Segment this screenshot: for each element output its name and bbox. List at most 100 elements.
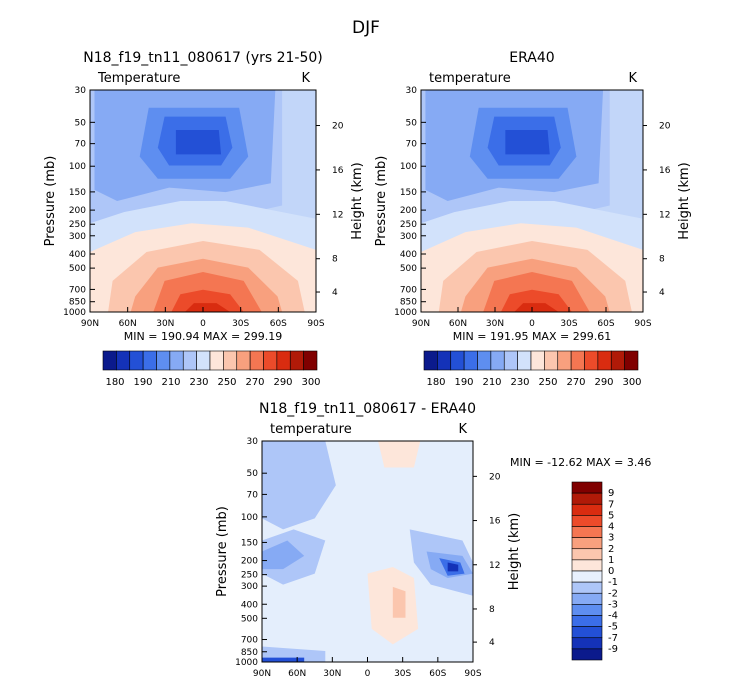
contour-band-10 — [392, 586, 406, 618]
contour-band-5 — [505, 129, 550, 155]
height-axis-label: Height (km) — [677, 162, 692, 239]
colorbar-swatch — [437, 350, 452, 371]
x-tick-label: 90N — [412, 319, 430, 329]
y-tick-label: 200 — [241, 557, 258, 567]
colorbar-swatch — [571, 592, 603, 605]
y-axis-label: Pressure (mb) — [374, 156, 389, 247]
contour-band-3 — [262, 540, 305, 570]
y-tick-label: 150 — [241, 538, 258, 548]
height-tick-label: 8 — [332, 255, 338, 265]
height-tick-label: 20 — [659, 122, 671, 132]
panel-3: N18_f19_tn11_080617 - ERA40 temperature K 3… — [215, 401, 651, 679]
colorbar-swatch — [236, 350, 251, 371]
colorbar-swatch — [303, 350, 318, 371]
y-tick-label: 70 — [75, 140, 87, 150]
colorbar-swatch — [129, 350, 144, 371]
colorbar-level-label: 250 — [217, 377, 236, 388]
colorbar-level-label: 0 — [608, 566, 614, 577]
units-label: K — [301, 71, 310, 86]
y-tick-label: 30 — [247, 437, 259, 447]
colorbar-swatch — [450, 350, 465, 371]
y-tick-label: 1000 — [394, 308, 417, 318]
field-label: Temperature — [97, 71, 180, 86]
colorbar-swatch — [571, 537, 603, 550]
colorbar-swatch — [249, 350, 264, 371]
colorbar-level-label: 210 — [161, 377, 180, 388]
colorbar-level-label: -4 — [608, 611, 618, 622]
x-tick-label: 30S — [560, 319, 577, 329]
y-axis-label: Pressure (mb) — [43, 156, 58, 247]
colorbar-level-label: 190 — [133, 377, 152, 388]
colorbar-swatch — [490, 350, 505, 371]
colorbar-level-label: 190 — [454, 377, 473, 388]
min-max-stats: MIN = 191.95 MAX = 299.61 — [453, 330, 611, 343]
y-tick-label: 500 — [241, 614, 258, 624]
y-tick-label: 500 — [69, 264, 86, 274]
colorbar-swatch — [570, 350, 585, 371]
colorbar-swatch — [610, 350, 625, 371]
colorbar-swatch — [571, 615, 603, 627]
colorbar-level-label: 9 — [608, 488, 614, 499]
colorbar-swatch — [463, 350, 478, 371]
units-label: K — [458, 422, 467, 437]
height-tick-label: 20 — [489, 472, 501, 482]
colorbar-swatch — [571, 570, 603, 583]
x-tick-label: 90S — [307, 319, 324, 329]
colorbar-swatch — [182, 350, 197, 371]
colorbar-1: 180 190 210 230 250 270 290 300 — [102, 350, 321, 388]
colorbar-swatch — [571, 503, 603, 516]
y-tick-label: 300 — [400, 232, 417, 242]
x-tick-label: 90N — [253, 669, 271, 679]
y-tick-label: 700 — [69, 285, 86, 295]
y-tick-label: 100 — [69, 162, 86, 172]
colorbar-level-label: 1 — [608, 555, 614, 566]
colorbar-level-label: -3 — [608, 599, 618, 610]
colorbar-swatch — [571, 515, 603, 527]
x-tick-label: 90N — [81, 319, 99, 329]
y-tick-label: 50 — [247, 469, 259, 479]
colorbar-level-label: -5 — [608, 622, 618, 633]
y-tick-label: 250 — [241, 571, 258, 581]
colorbar-level-label: -7 — [608, 633, 618, 644]
height-axis-label: Height (km) — [507, 513, 522, 590]
x-tick-label: 90S — [634, 319, 651, 329]
colorbar-level-label: 210 — [482, 377, 501, 388]
panel-1: N18_f19_tn11_080617 (yrs 21-50) Temperatu… — [43, 50, 365, 343]
contour-band-11 — [171, 289, 244, 312]
height-tick-label: 8 — [659, 255, 665, 265]
colorbar-level-label: -2 — [608, 588, 618, 599]
y-tick-label: 400 — [69, 250, 86, 260]
y-tick-label: 250 — [69, 220, 86, 230]
y-tick-label: 100 — [241, 513, 258, 523]
y-tick-label: 700 — [241, 636, 258, 646]
x-tick-label: 30N — [323, 669, 341, 679]
colorbar-swatch — [557, 350, 572, 371]
height-tick-label: 12 — [659, 210, 670, 220]
y-tick-label: 400 — [241, 600, 258, 610]
y-tick-label: 400 — [400, 250, 417, 260]
colorbar-swatch — [503, 350, 518, 371]
panel-title: ERA40 — [509, 50, 554, 66]
height-tick-label: 4 — [489, 638, 495, 648]
contour-band-11 — [500, 289, 572, 312]
height-axis-label: Height (km) — [350, 162, 365, 239]
y-tick-label: 200 — [69, 206, 86, 216]
height-tick-label: 4 — [332, 288, 338, 298]
height-tick-label: 8 — [489, 605, 495, 615]
y-tick-label: 850 — [241, 648, 258, 658]
x-tick-label: 60S — [597, 319, 614, 329]
contour-band-5 — [175, 129, 222, 155]
height-tick-label: 12 — [489, 561, 500, 571]
colorbar-level-label: 270 — [566, 377, 585, 388]
y-tick-label: 300 — [241, 582, 258, 592]
height-tick-label: 16 — [659, 166, 671, 176]
y-tick-label: 100 — [400, 162, 417, 172]
colorbar-level-label: 180 — [105, 377, 124, 388]
x-tick-label: 60N — [288, 669, 306, 679]
colorbar-swatch — [571, 526, 603, 538]
colorbar-swatch — [624, 350, 639, 371]
y-tick-label: 1000 — [63, 308, 86, 318]
